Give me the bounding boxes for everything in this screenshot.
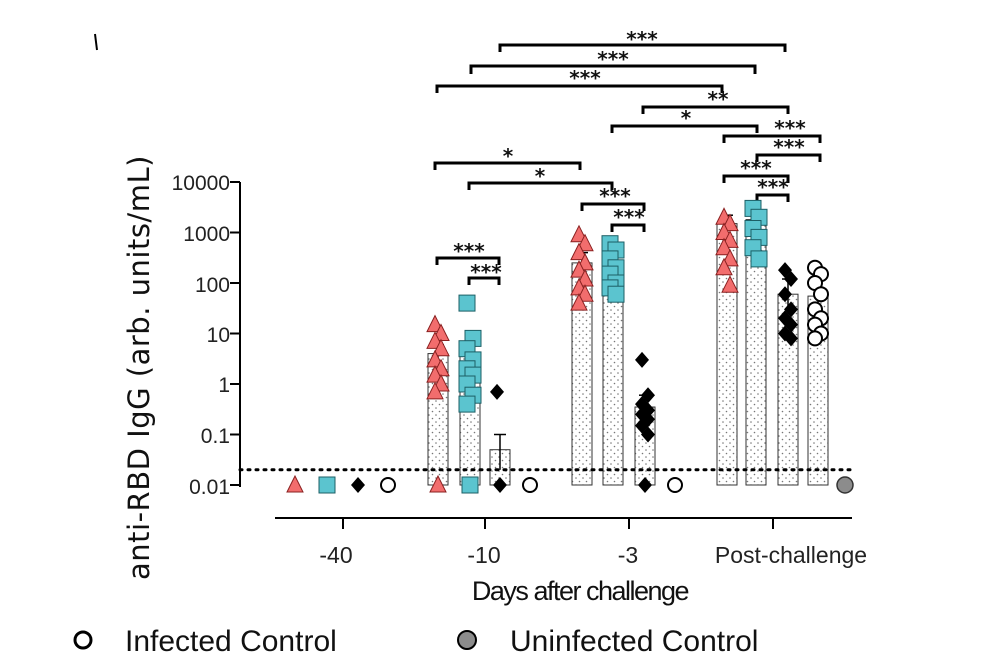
- significance-label: **: [708, 87, 729, 111]
- open-circle-point: [522, 477, 538, 493]
- significance-label: ***: [757, 175, 789, 199]
- triangle-point: [715, 257, 733, 276]
- square-point: [318, 476, 336, 494]
- significance-bracket: ***: [498, 27, 787, 52]
- significance-bracket: *: [610, 106, 759, 133]
- significance-label: ***: [597, 47, 629, 71]
- diamond-point: [784, 330, 798, 347]
- y-tick-label: 1000: [183, 223, 230, 246]
- significance-label: ***: [470, 260, 502, 284]
- triangle-point: [429, 474, 447, 493]
- y-axis-label: anti-RBD IgG (arb. units/mL): [122, 155, 156, 580]
- diamond-point: [784, 271, 798, 288]
- triangle-point: [286, 474, 304, 493]
- triangle-point: [721, 275, 739, 293]
- panel-fragment: [94, 33, 98, 51]
- significance-bracket: ***: [610, 205, 646, 232]
- y-tick-label: 10000: [172, 172, 230, 195]
- diamond-point: [635, 351, 649, 368]
- significance-bracket: ***: [435, 66, 724, 93]
- open-circle-point: [667, 477, 683, 493]
- y-ticks: [230, 181, 774, 529]
- x-tick-label: -10: [467, 542, 500, 568]
- significance-label: ***: [774, 116, 806, 140]
- x-tick-label: -40: [319, 542, 352, 568]
- significance-bracket: ***: [722, 116, 822, 143]
- significance-bracket: ***: [467, 260, 502, 285]
- square-point: [458, 294, 476, 312]
- triangle-point: [432, 338, 450, 357]
- x-tick-label: Post-challenge: [715, 542, 867, 568]
- legend-uninfected-control-marker: [457, 630, 477, 650]
- significance-bracket: ***: [755, 175, 790, 202]
- significance-label: *: [681, 106, 692, 130]
- x-axis-label: Days after challenge: [472, 576, 689, 606]
- significance-label: ***: [569, 66, 601, 90]
- points-layer: [286, 199, 854, 494]
- significance-bracket: ***: [469, 47, 757, 74]
- significance-bracket: **: [641, 87, 790, 114]
- diamond-point: [638, 477, 652, 493]
- square-point: [750, 250, 768, 268]
- triangle-point: [570, 292, 588, 311]
- open-circle-point: [380, 477, 396, 493]
- significance-bracket: *: [467, 164, 614, 190]
- significance-label: *: [535, 164, 546, 188]
- triangle-point: [426, 381, 444, 400]
- square-point: [461, 476, 479, 494]
- legend-uninfected-control-label: Uninfected Control: [510, 625, 758, 658]
- triangle-point: [715, 237, 733, 256]
- error-bar: [494, 433, 506, 470]
- gray-circle-point: [836, 476, 854, 494]
- diamond-point: [490, 383, 504, 400]
- x-tick-label: -3: [618, 542, 638, 568]
- significance-label: ***: [773, 135, 805, 159]
- y-tick-label: 1: [218, 374, 230, 397]
- significance-label: ***: [626, 27, 658, 51]
- square-point: [607, 285, 625, 303]
- significance-bracket: ***: [755, 135, 822, 162]
- significance-label: *: [503, 144, 514, 168]
- significance-label: ***: [453, 239, 485, 263]
- significance-label: ***: [599, 184, 631, 208]
- legend-infected-control-marker: [73, 630, 93, 650]
- legend-infected-control-label: Infected Control: [125, 625, 337, 658]
- significance-label: ***: [613, 205, 645, 229]
- triangle-point: [570, 242, 588, 261]
- diamond-point: [778, 286, 792, 303]
- y-tick-label: 0.1: [201, 425, 230, 448]
- open-circle-point: [807, 330, 823, 347]
- diamond-point: [351, 477, 365, 493]
- open-circle-point: [813, 286, 829, 303]
- significance-bracket: ***: [580, 184, 646, 211]
- significance-label: ***: [740, 156, 772, 180]
- y-tick-label: 0.01: [189, 476, 230, 499]
- significance-bracket: ***: [435, 239, 501, 265]
- significance-bracket: *: [433, 144, 582, 170]
- y-tick-label: 10: [207, 324, 230, 347]
- diamond-point: [641, 426, 655, 443]
- diamond-point: [493, 477, 507, 493]
- square-point: [458, 395, 476, 413]
- y-tick-label: 100: [195, 274, 230, 297]
- significance-bracket: ***: [722, 156, 790, 183]
